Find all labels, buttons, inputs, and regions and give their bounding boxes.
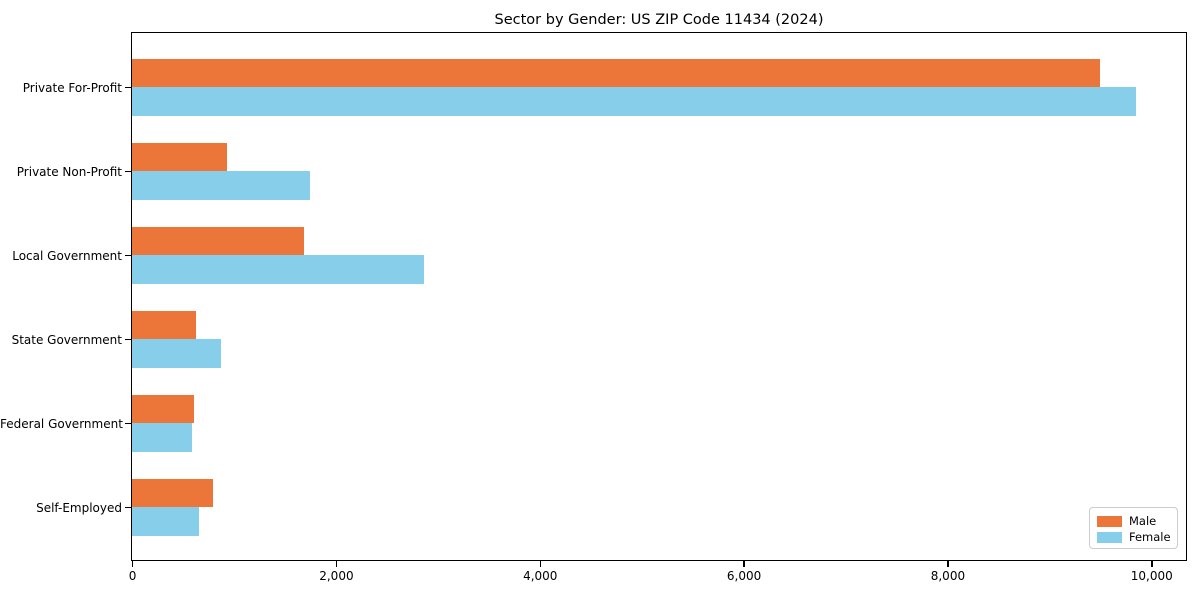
y-tick-mark: [125, 338, 131, 341]
y-tick-label-private-non-profit: Private Non-Profit: [16, 164, 122, 179]
x-tick-label-10-000: 10,000: [1130, 569, 1173, 583]
bar-female-federal-government: [132, 423, 193, 452]
legend-item-male: Male: [1097, 513, 1170, 529]
x-tick-label-0: 0: [128, 569, 137, 583]
bar-male-state-government: [132, 310, 197, 339]
chart-title: Sector by Gender: US ZIP Code 11434 (202…: [494, 12, 824, 28]
y-tick-mark: [125, 506, 131, 509]
x-tick-label-8-000: 8,000: [930, 569, 966, 583]
y-tick-mark: [125, 170, 131, 173]
x-tick-mark: [131, 561, 134, 567]
female-series-swatch: [1097, 531, 1122, 543]
y-tick-label-private-for-profit: Private For-Profit: [22, 80, 122, 95]
legend-label-male: Male: [1129, 514, 1157, 528]
x-tick-mark: [743, 561, 745, 567]
y-tick-mark: [125, 86, 131, 89]
male-series-swatch: [1097, 515, 1122, 527]
y-tick-label-state-government: State Government: [11, 332, 122, 347]
bar-female-state-government: [132, 339, 221, 368]
x-tick-mark: [1151, 561, 1153, 567]
bar-male-private-for-profit: [132, 58, 1101, 87]
legend: Male Female: [1089, 507, 1178, 549]
bar-female-private-non-profit: [132, 171, 310, 200]
x-tick-mark: [947, 561, 949, 567]
x-tick-label-6-000: 6,000: [726, 569, 762, 583]
legend-item-female: Female: [1097, 529, 1171, 545]
bar-female-private-for-profit: [132, 87, 1136, 116]
legend-label-female: Female: [1129, 530, 1171, 544]
x-tick-label-2-000: 2,000: [319, 569, 354, 583]
bar-male-private-non-profit: [132, 142, 227, 171]
bar-male-local-government: [132, 226, 305, 255]
x-tick-mark: [539, 561, 542, 567]
y-tick-mark: [125, 254, 131, 257]
plot-area: [131, 32, 1187, 561]
bar-male-federal-government: [132, 394, 195, 423]
y-tick-label-federal-government: Federal Government: [0, 416, 123, 431]
bar-male-self-employed: [132, 478, 213, 507]
y-tick-label-local-government: Local Government: [12, 248, 122, 263]
y-tick-mark: [125, 422, 131, 425]
bar-female-self-employed: [132, 507, 200, 536]
y-tick-label-self-employed: Self-Employed: [36, 500, 122, 515]
x-tick-label-4-000: 4,000: [523, 569, 558, 583]
x-tick-mark: [335, 561, 338, 567]
bar-female-local-government: [132, 255, 424, 284]
y-axis-labels: Private For-Profit Private Non-Profit Loca…: [0, 32, 123, 561]
